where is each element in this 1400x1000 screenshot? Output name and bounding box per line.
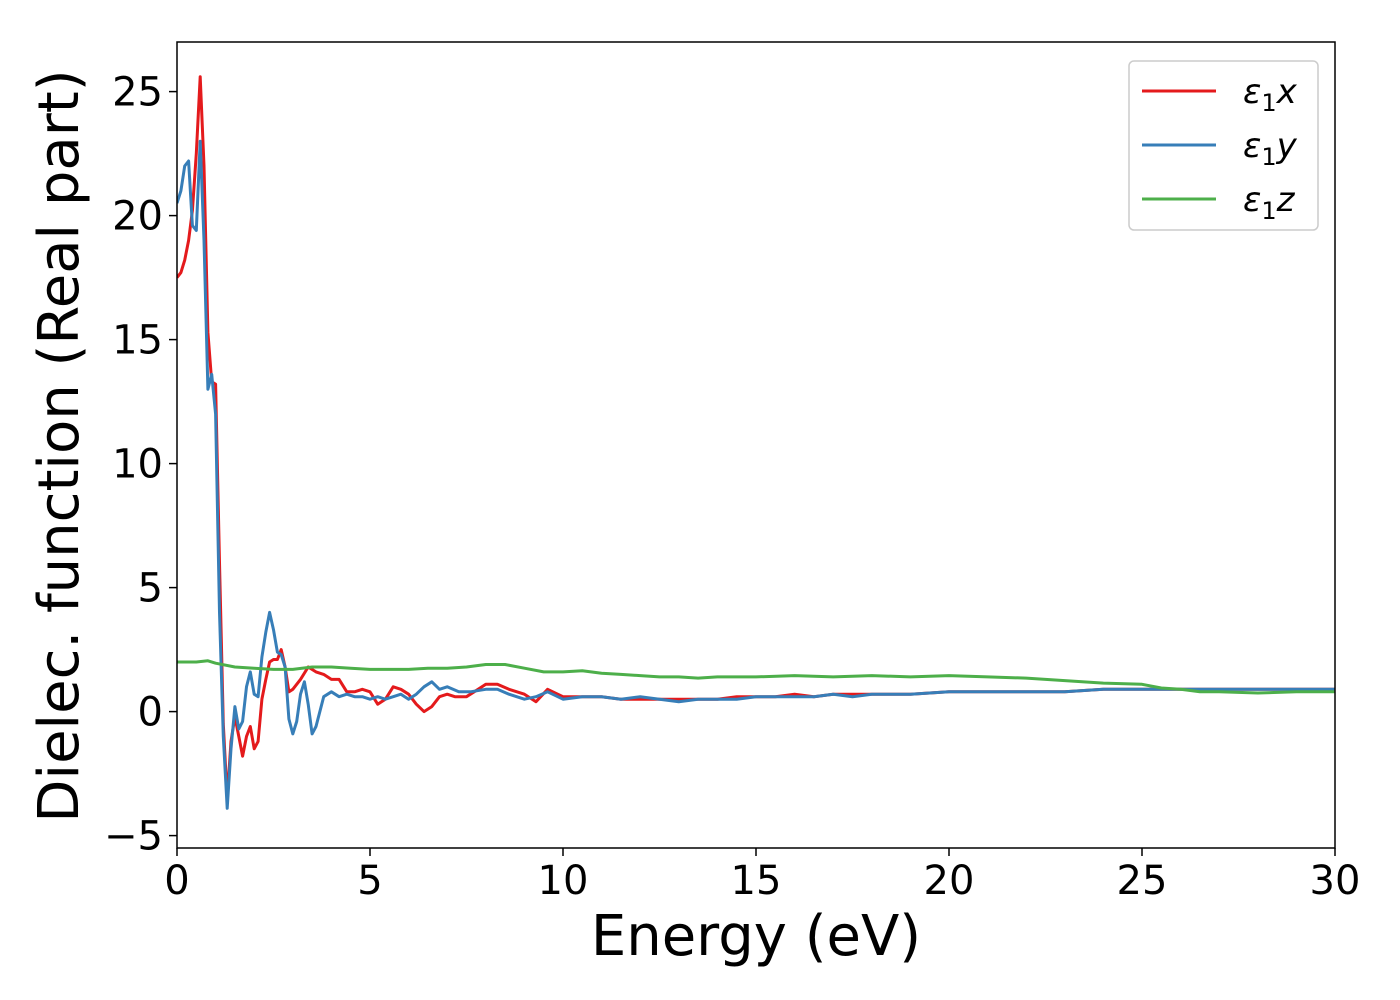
x-tick-label: 30	[1310, 858, 1361, 904]
legend-label-z: ε1z	[1243, 180, 1296, 225]
y-tick-label: 20	[112, 194, 163, 240]
x-axis-label: Energy (eV)	[591, 904, 921, 969]
y-tick-label: 5	[138, 566, 163, 612]
y-tick-label: 15	[112, 318, 163, 364]
x-tick-label: 20	[924, 858, 975, 904]
x-tick-label: 25	[1117, 858, 1168, 904]
x-tick-label: 10	[538, 858, 589, 904]
y-tick-label: 10	[112, 442, 163, 488]
plot-area	[177, 75, 1335, 810]
y-tick-label: 25	[112, 70, 163, 116]
legend-label-x: ε1x	[1243, 72, 1298, 117]
series-line-z	[177, 659, 1335, 695]
x-tick-label: 15	[731, 858, 782, 904]
y-tick-label: 0	[138, 690, 163, 736]
series-line-y	[177, 139, 1335, 810]
x-tick-label: 5	[357, 858, 382, 904]
legend-box	[1128, 60, 1319, 231]
legend: ε1x ε1y ε1z	[1128, 60, 1319, 231]
x-tick-label: 0	[164, 858, 189, 904]
y-tick-label: −5	[104, 814, 163, 860]
legend-label-y: ε1y	[1243, 126, 1298, 171]
y-axis-label: Dielec. function (Real part)	[27, 69, 92, 822]
